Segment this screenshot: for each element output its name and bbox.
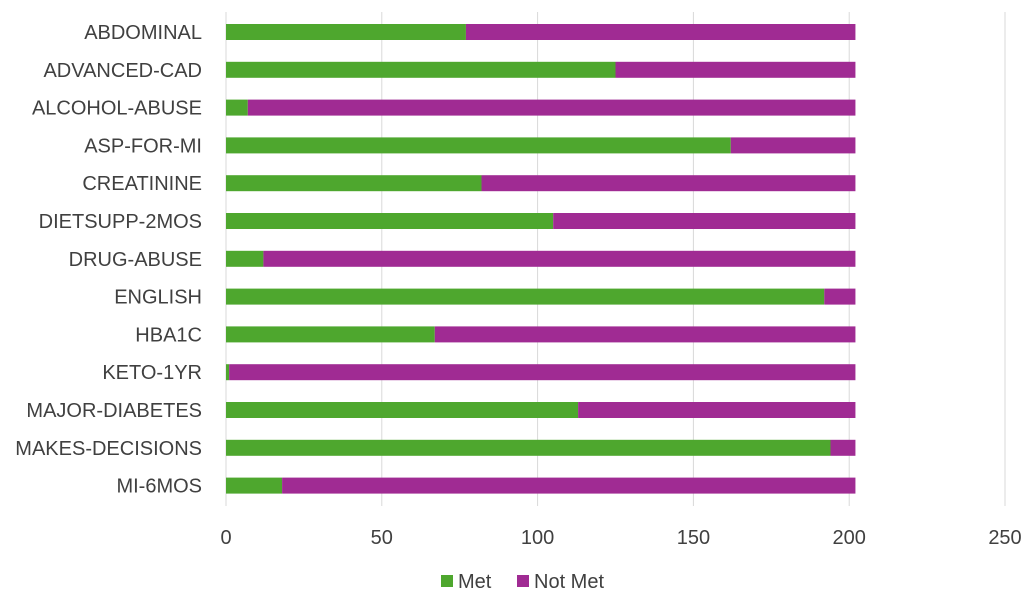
- category-label: HBA1C: [135, 324, 202, 346]
- bar-met-mi-6mos: [226, 477, 283, 494]
- category-label: ADVANCED-CAD: [43, 60, 202, 82]
- category-label: ALCOHOL-ABUSE: [32, 98, 202, 120]
- bars: [226, 24, 856, 494]
- x-tick-label: 250: [988, 527, 1021, 549]
- bar-not-met-english: [824, 288, 856, 305]
- bar-met-dietsupp-2mos: [226, 213, 554, 229]
- x-tick-label: 200: [833, 527, 866, 549]
- bar-not-met-alcohol-abuse: [247, 99, 856, 116]
- legend-swatch-met: [441, 575, 453, 587]
- category-label: ENGLISH: [114, 287, 202, 309]
- category-label: KETO-1YR: [102, 362, 202, 384]
- legend-label-not-met: Not Met: [534, 571, 604, 592]
- category-label: ASP-FOR-MI: [84, 135, 202, 157]
- legend: Met Not Met: [441, 571, 604, 592]
- x-tick-label: 100: [521, 527, 554, 549]
- legend-swatch-not-met: [517, 575, 529, 587]
- category-label: ABDOMINAL: [84, 22, 202, 44]
- bar-not-met-dietsupp-2mos: [553, 213, 856, 229]
- bar-met-abdominal: [226, 24, 466, 40]
- category-label: MI-6MOS: [116, 476, 202, 498]
- bar-not-met-asp-for-mi: [730, 137, 856, 154]
- bar-met-advanced-cad: [226, 61, 616, 78]
- x-tick-label: 50: [371, 527, 393, 549]
- category-label: CREATININE: [82, 173, 202, 195]
- bar-met-english: [226, 288, 825, 305]
- bar-met-makes-decisions: [226, 439, 831, 456]
- category-label: DRUG-ABUSE: [69, 249, 202, 271]
- category-label: MAJOR-DIABETES: [26, 400, 202, 422]
- bar-met-creatinine: [226, 175, 482, 192]
- category-labels: ABDOMINAL ADVANCED-CAD ALCOHOL-ABUSE ASP-FO…: [15, 22, 202, 498]
- category-label: DIETSUPP-2MOS: [39, 211, 202, 233]
- bar-met-asp-for-mi: [226, 137, 731, 154]
- category-label: MAKES-DECISIONS: [15, 438, 202, 460]
- x-tick-label: 150: [677, 527, 710, 549]
- bar-not-met-drug-abuse: [263, 250, 856, 267]
- legend-label-met: Met: [458, 571, 492, 592]
- bar-met-major-diabetes: [226, 402, 579, 418]
- bar-met-alcohol-abuse: [226, 99, 248, 116]
- bar-not-met-major-diabetes: [578, 402, 856, 418]
- x-tick-label: 0: [220, 527, 231, 549]
- bar-not-met-mi-6mos: [282, 477, 856, 494]
- bar-not-met-hba1c: [434, 326, 856, 343]
- bar-met-keto-1yr: [226, 364, 230, 381]
- bar-met-drug-abuse: [226, 250, 264, 267]
- bar-not-met-creatinine: [481, 175, 856, 192]
- bar-not-met-advanced-cad: [615, 61, 856, 78]
- bar-not-met-makes-decisions: [830, 439, 856, 456]
- bar-met-hba1c: [226, 326, 435, 343]
- x-axis-tick-labels: 0 50 100 150 200 250: [220, 527, 1021, 549]
- bar-not-met-abdominal: [465, 24, 856, 40]
- bar-not-met-keto-1yr: [229, 364, 856, 381]
